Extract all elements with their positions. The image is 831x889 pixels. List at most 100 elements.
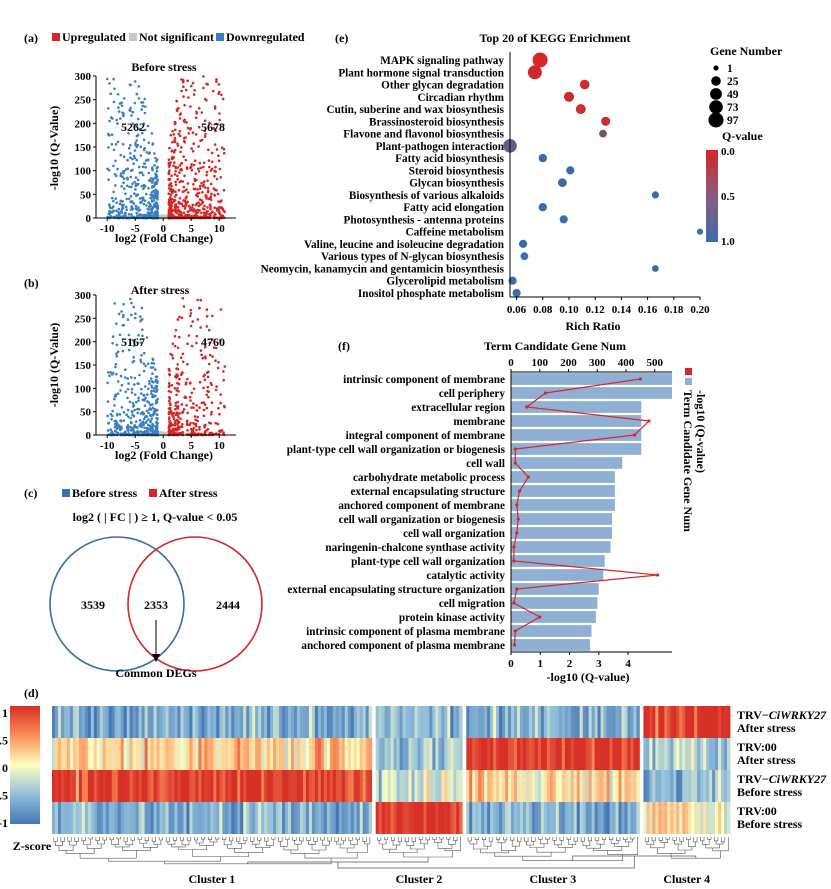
dendrogram-branch [481, 837, 486, 840]
volcano-point-up [207, 328, 211, 332]
volcano-point-up [175, 373, 178, 376]
volcano-point-up [212, 89, 215, 93]
heatmap-cell [279, 770, 283, 802]
volcano-point-up [168, 146, 171, 150]
heatmap-cell [66, 770, 71, 802]
volcano-point-down [143, 385, 147, 388]
heatmap-cell [727, 770, 731, 802]
heatmap-cell [511, 738, 515, 770]
volcano-point-down [112, 209, 115, 213]
heatmap-cell [499, 770, 503, 802]
kegg-bubble [538, 203, 547, 212]
dendrogram-branch [474, 837, 479, 840]
volcano-point-up [170, 354, 174, 357]
heatmap-cell [219, 706, 223, 738]
volcano-point-up [203, 129, 206, 133]
heatmap-cell [408, 802, 412, 834]
heatmap-cell [429, 770, 433, 802]
dendrogram-branch [630, 837, 635, 840]
kegg-bubble [559, 215, 568, 224]
volcano-point-down [131, 182, 134, 186]
go-gene-num-point [647, 419, 651, 423]
heatmap-cell [282, 738, 286, 770]
kegg-x-tick-label: 0.10 [559, 304, 579, 316]
heatmap-cell [475, 738, 479, 770]
heatmap-cell [198, 738, 202, 770]
volcano-point-up [202, 386, 205, 390]
volcano-point-up [189, 105, 192, 108]
volcano-point-down [130, 391, 134, 394]
heatmap-cell [573, 802, 578, 834]
heatmap-cell [670, 770, 674, 802]
heatmap-cell [60, 770, 65, 802]
volcano-point-up [201, 207, 205, 210]
volcano-point-down [151, 429, 155, 433]
volcano-point-up [178, 180, 181, 184]
volcano-point-down [133, 383, 136, 386]
heatmap-cell [525, 706, 530, 738]
zscore-ticks: 10.50-0.5-1 [0, 706, 8, 830]
volcano-point-up [217, 92, 220, 95]
volcano-point-down [131, 157, 134, 161]
volcano-point-up [167, 389, 171, 393]
go-bar [511, 429, 642, 441]
volcano-point-up [182, 408, 186, 411]
volcano-point-up [198, 425, 201, 429]
volcano-point-up [196, 211, 200, 214]
heatmap-cell [356, 770, 361, 802]
heatmap-cell [213, 770, 217, 802]
heatmap-cell [96, 770, 101, 802]
go-legend-bar-swatch [685, 378, 692, 385]
volcano-point-down [129, 208, 133, 211]
heatmap-cell [153, 770, 157, 802]
heatmap-cell [174, 706, 178, 738]
volcano-point-down [107, 107, 110, 110]
volcano-point-up [168, 408, 172, 411]
kegg-x-tick-label: 0.08 [533, 304, 553, 316]
volcano-point-up [202, 183, 205, 187]
volcano-point-down [142, 421, 145, 425]
heatmap-cell [249, 802, 253, 834]
heatmap-cell [255, 802, 259, 834]
heatmap-cell [132, 770, 137, 802]
heatmap-cell [426, 738, 430, 770]
heatmap-cell [335, 802, 340, 834]
heatmap-cell [344, 770, 349, 802]
heatmap-cell [573, 738, 578, 770]
heatmap-cell [609, 770, 613, 802]
heatmap-cell [102, 770, 107, 802]
dendrogram-branch [614, 841, 630, 847]
volcano-point-down [143, 97, 146, 101]
volcano-point-up [180, 162, 183, 165]
volcano-point-up [177, 382, 181, 386]
heatmap-cell [676, 802, 680, 834]
dendrogram-branch [721, 837, 726, 843]
volcano-point-down [133, 156, 137, 160]
heatmap-cell [117, 706, 122, 738]
volcano-point-up [198, 307, 201, 310]
volcano-point-down [155, 375, 159, 379]
volcano-point-up [196, 419, 199, 423]
volcano-point-down [134, 316, 137, 320]
volcano-point-up [168, 402, 172, 405]
heatmap-cell [296, 770, 301, 802]
volcano-point-down [125, 168, 128, 171]
kegg-size-legend-dot [708, 112, 724, 128]
heatmap-cell [673, 770, 677, 802]
kegg-bubbles [503, 52, 704, 298]
volcano-point-up [178, 412, 181, 415]
volcano-point-up [222, 151, 226, 155]
volcano-point-up [193, 89, 196, 92]
volcano-point-up [190, 84, 193, 88]
volcano-point-down [147, 213, 150, 216]
go-term-label: catalytic activity [426, 570, 505, 582]
volcano-point-up [197, 204, 200, 208]
volcano-point-down [116, 167, 119, 171]
volcano-point-down [138, 208, 142, 212]
heatmap-cell [411, 802, 415, 834]
heatmap-cell [291, 770, 295, 802]
heatmap-cell [679, 738, 683, 770]
heatmap-cell [81, 802, 86, 834]
kegg-term-label: Steroid biosynthesis [409, 165, 505, 177]
